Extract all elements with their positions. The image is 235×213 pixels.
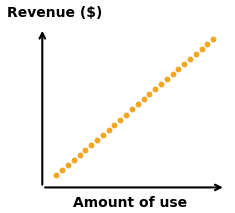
Point bbox=[72, 158, 76, 162]
Point bbox=[194, 52, 198, 56]
Point bbox=[130, 108, 134, 111]
Point bbox=[60, 168, 64, 172]
Point bbox=[107, 128, 111, 131]
Point bbox=[55, 173, 58, 177]
Point bbox=[124, 113, 128, 116]
Point bbox=[113, 123, 116, 126]
Point bbox=[171, 72, 174, 76]
Point bbox=[182, 62, 186, 66]
Point bbox=[200, 47, 204, 50]
Point bbox=[176, 67, 180, 71]
Point bbox=[206, 42, 209, 45]
Point bbox=[95, 138, 99, 141]
Point bbox=[118, 118, 122, 121]
Point bbox=[136, 103, 140, 106]
X-axis label: Amount of use: Amount of use bbox=[73, 196, 188, 210]
Point bbox=[84, 148, 87, 152]
Point bbox=[148, 93, 151, 96]
Point bbox=[153, 88, 157, 91]
Point bbox=[101, 133, 105, 137]
Point bbox=[78, 153, 82, 157]
Point bbox=[212, 37, 215, 40]
Point bbox=[66, 163, 70, 167]
Text: Revenue ($): Revenue ($) bbox=[7, 6, 102, 20]
Point bbox=[142, 98, 145, 101]
Point bbox=[188, 57, 192, 61]
Point bbox=[159, 82, 163, 86]
Point bbox=[89, 143, 93, 147]
Point bbox=[165, 77, 169, 81]
